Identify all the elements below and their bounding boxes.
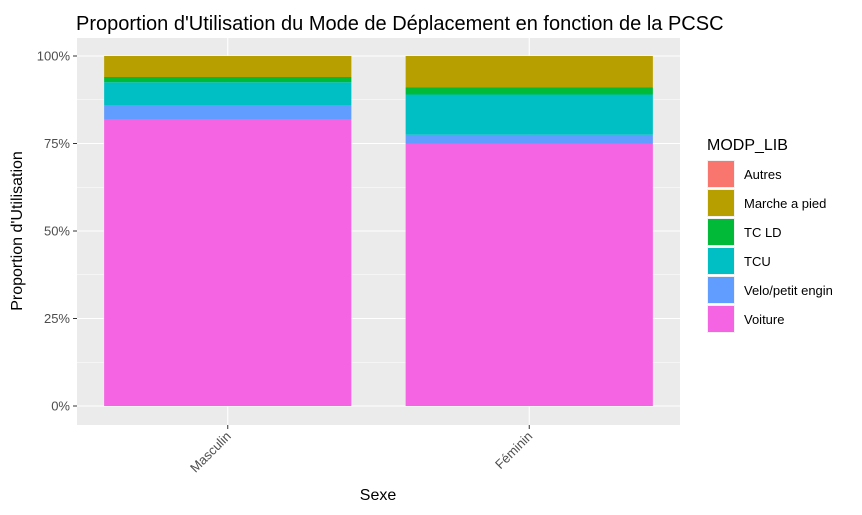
x-tick-label: Féminin — [492, 429, 535, 472]
bar-voiture-1 — [405, 143, 653, 406]
x-axis-title: Sexe — [360, 487, 397, 504]
bar-tcu-1 — [405, 94, 653, 135]
legend-title: MODP_LIB — [707, 137, 788, 154]
legend-label: TC LD — [744, 225, 782, 240]
legend-swatch-tcu — [708, 248, 734, 274]
bar-voiture-0 — [104, 119, 352, 406]
y-axis-ticks: 0% 25% 50% 75% 100% — [37, 49, 77, 414]
x-tick-label: Masculin — [187, 429, 234, 476]
y-tick-label: 100% — [37, 49, 71, 64]
legend-swatch-tc-ld — [708, 219, 734, 245]
legend-label: TCU — [744, 254, 771, 269]
bar-velo-petit-engin-0 — [104, 105, 352, 119]
legend-label: Autres — [744, 167, 782, 182]
y-tick-label: 25% — [44, 311, 70, 326]
y-tick-label: 50% — [44, 224, 70, 239]
chart-title: Proportion d'Utilisation du Mode de Dépl… — [76, 13, 724, 35]
bar-marche-a-pied-0 — [104, 56, 352, 77]
legend-swatch-velo-petit-engin — [708, 277, 734, 303]
bar-velo-petit-engin-1 — [405, 134, 653, 144]
legend-label: Velo/petit engin — [744, 283, 833, 298]
legend-swatch-marche-a-pied — [708, 190, 734, 216]
y-tick-label: 0% — [51, 399, 70, 414]
legend-label: Marche a pied — [744, 196, 826, 211]
bar-tcu-0 — [104, 82, 352, 105]
bars — [104, 56, 653, 406]
legend-swatch-autres — [708, 161, 734, 187]
y-axis-title: Proportion d'Utilisation — [9, 151, 26, 311]
bar-marche-a-pied-1 — [405, 56, 653, 88]
legend-label: Voiture — [744, 312, 784, 327]
bar-tc-ld-0 — [104, 77, 352, 83]
legend-items: Autres Marche a pied TC LD TCU Velo/petit en… — [707, 160, 833, 333]
legend: MODP_LIB Autres Marche a pied TC LD TCU Velo… — [707, 137, 833, 333]
y-tick-label: 75% — [44, 136, 70, 151]
legend-swatch-voiture — [708, 306, 734, 332]
x-axis-ticks: Masculin Féminin — [187, 425, 535, 475]
bar-tc-ld-1 — [405, 87, 653, 95]
